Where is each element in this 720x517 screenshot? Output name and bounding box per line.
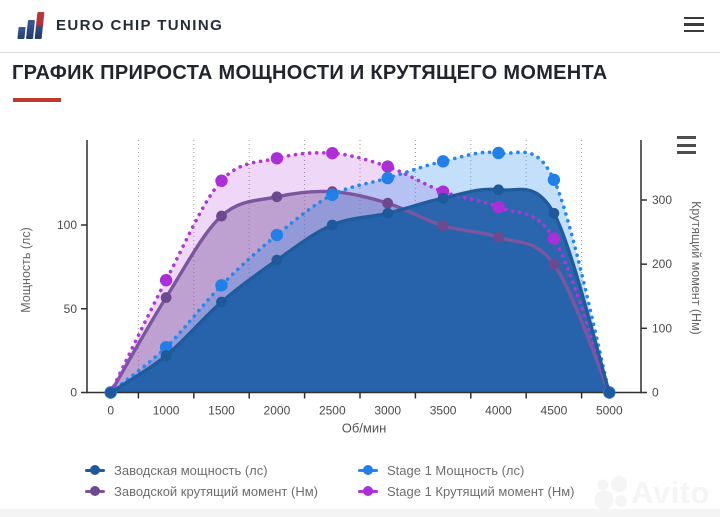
- series-marker-icon: [358, 485, 378, 497]
- legend-item-factory-torque[interactable]: Заводской крутящий момент (Нм): [85, 481, 318, 501]
- avito-watermark: Avito: [593, 475, 710, 511]
- svg-text:Крутящий момент (Нм): Крутящий момент (Нм): [689, 201, 703, 335]
- svg-text:2000: 2000: [264, 404, 291, 418]
- svg-text:100: 100: [652, 321, 672, 335]
- svg-text:5000: 5000: [596, 404, 623, 418]
- title-accent-bar: [13, 98, 61, 102]
- app-header: EURO CHIP TUNING: [0, 0, 720, 53]
- series-marker-icon: [358, 464, 378, 476]
- svg-text:2500: 2500: [319, 404, 346, 418]
- series-marker-icon: [85, 464, 105, 476]
- legend-label: Stage 1 Мощность (лс): [387, 462, 525, 478]
- brand-logo-icon: [17, 11, 48, 41]
- svg-text:50: 50: [64, 302, 78, 316]
- power-torque-chart: 0 50 100 0 100 200 300 0 1000 1500 2000 2500 3000 350…: [0, 100, 720, 445]
- svg-text:4500: 4500: [541, 404, 568, 418]
- svg-text:200: 200: [652, 257, 672, 271]
- chart-legend: Заводская мощность (лс) Stage 1 Мощность…: [0, 454, 720, 502]
- svg-text:3500: 3500: [430, 404, 457, 418]
- svg-text:4000: 4000: [485, 404, 512, 418]
- legend-item-stage1-torque[interactable]: Stage 1 Крутящий момент (Нм): [358, 481, 574, 501]
- brand-name: EURO CHIP TUNING: [56, 17, 224, 34]
- series-marker-icon: [85, 485, 105, 497]
- svg-text:0: 0: [107, 404, 114, 418]
- title-block: ГРАФИК ПРИРОСТА МОЩНОСТИ И КРУТЯЩЕГО МОМ…: [12, 61, 712, 102]
- legend-item-factory-power[interactable]: Заводская мощность (лс): [85, 460, 268, 480]
- svg-text:100: 100: [57, 218, 77, 232]
- svg-text:1500: 1500: [208, 404, 235, 418]
- page-title: ГРАФИК ПРИРОСТА МОЩНОСТИ И КРУТЯЩЕГО МОМ…: [12, 62, 608, 84]
- svg-text:3000: 3000: [374, 404, 401, 418]
- watermark-text: Avito: [631, 475, 710, 510]
- hamburger-menu-button[interactable]: [684, 17, 704, 34]
- svg-text:Мощность (лс): Мощность (лс): [19, 227, 33, 312]
- svg-text:0: 0: [70, 386, 77, 400]
- footer-strip: [0, 509, 720, 517]
- svg-text:300: 300: [652, 193, 672, 207]
- avito-logo-icon: [594, 476, 628, 510]
- legend-label: Заводская мощность (лс): [114, 462, 268, 478]
- svg-text:1000: 1000: [153, 404, 180, 418]
- legend-item-stage1-power[interactable]: Stage 1 Мощность (лс): [358, 460, 524, 480]
- legend-label: Stage 1 Крутящий момент (Нм): [387, 483, 575, 499]
- chart-menu-button[interactable]: [677, 136, 697, 154]
- svg-text:Об/мин: Об/мин: [342, 421, 387, 436]
- legend-label: Заводской крутящий момент (Нм): [114, 483, 318, 499]
- svg-text:0: 0: [652, 386, 659, 400]
